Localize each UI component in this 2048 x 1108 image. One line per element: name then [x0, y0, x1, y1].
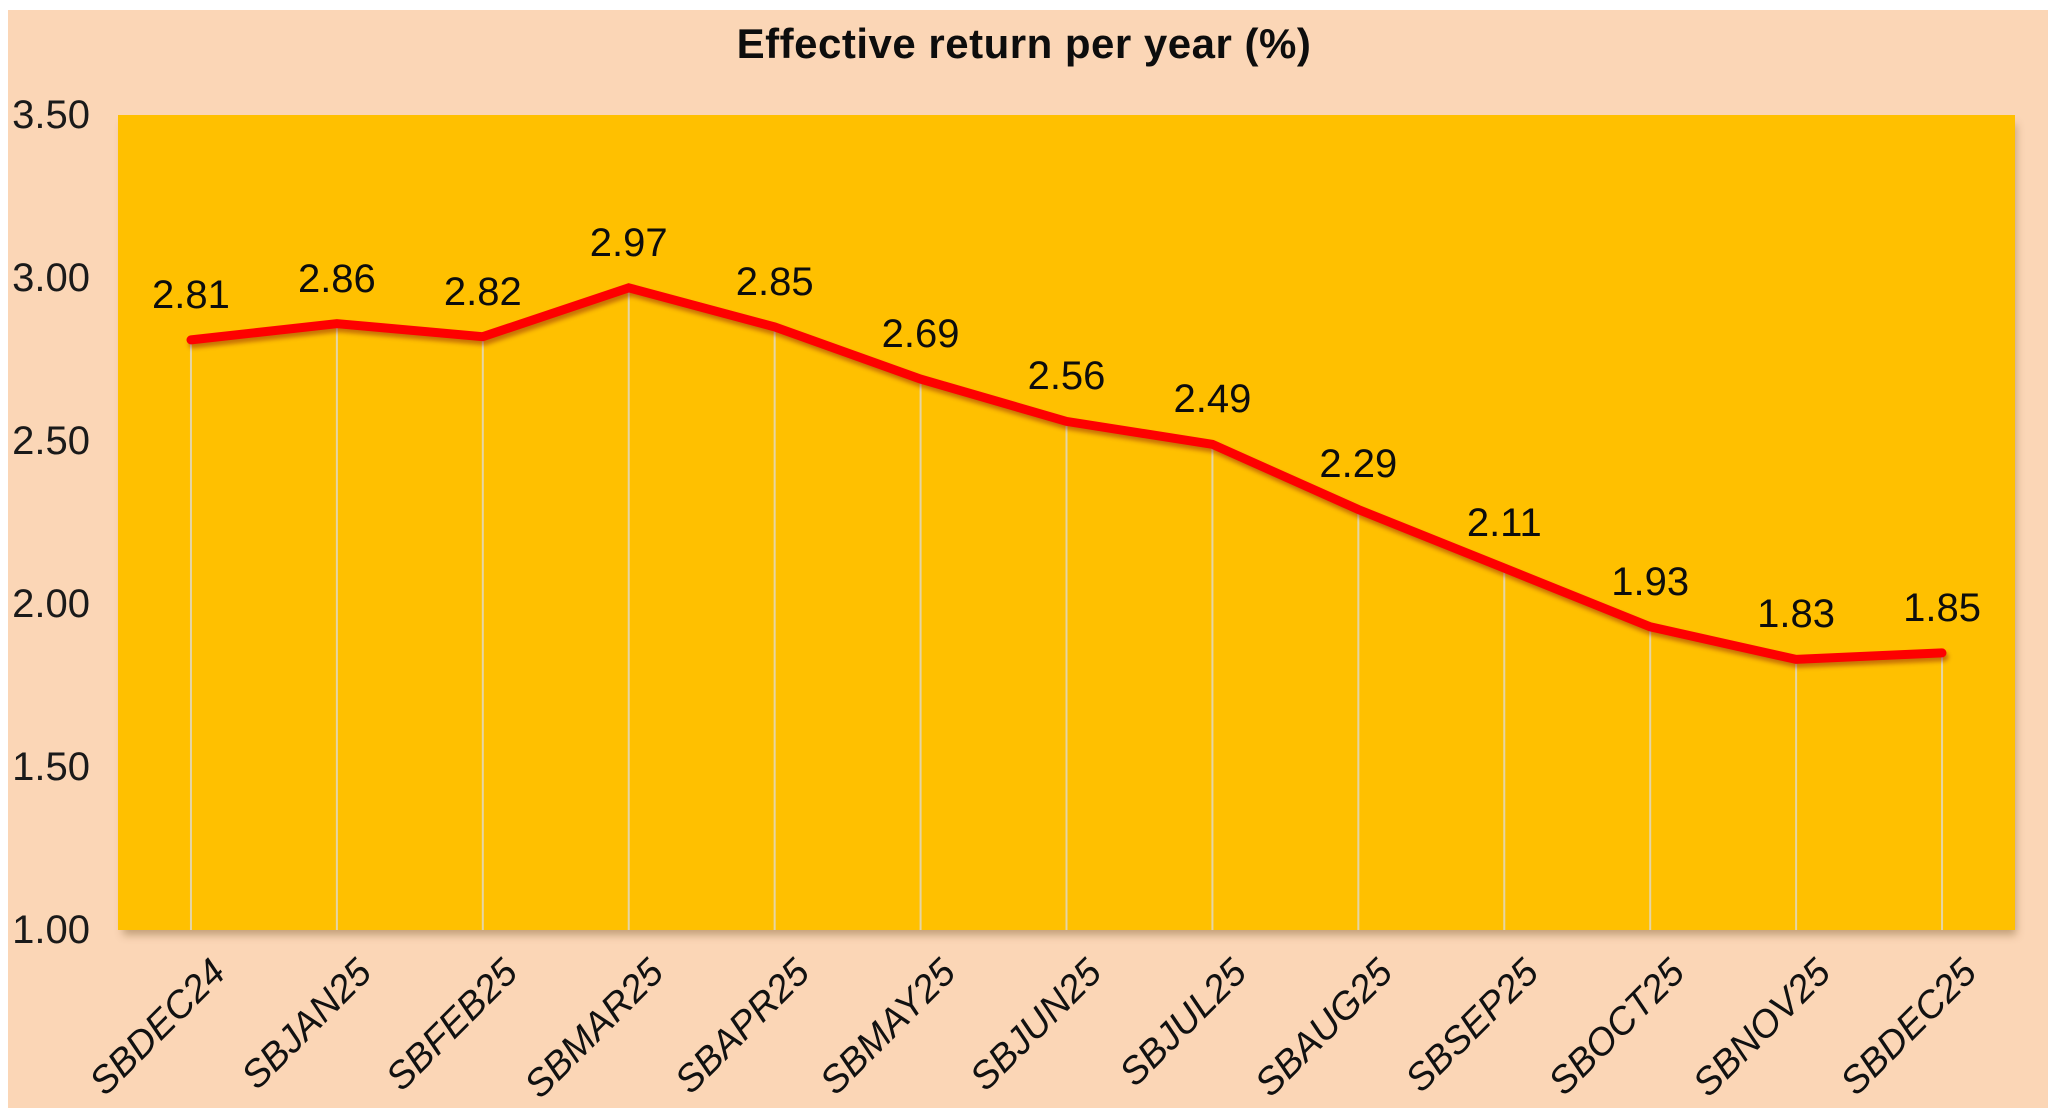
data-label: 2.11: [1466, 501, 1542, 546]
y-axis-label: 1.50: [12, 745, 90, 789]
data-label: 2.97: [589, 220, 668, 265]
y-axis-label: 2.50: [12, 419, 90, 463]
y-axis-label: 2.00: [12, 582, 90, 626]
data-label: 2.82: [443, 269, 522, 314]
data-label: 1.93: [1611, 559, 1690, 604]
data-label: 2.29: [1319, 442, 1398, 487]
y-axis-label: 1.00: [12, 908, 90, 952]
series-svg: [186, 283, 1947, 930]
data-label: 2.56: [1027, 354, 1106, 399]
data-label: 2.69: [881, 312, 960, 357]
data-label: 2.49: [1173, 377, 1252, 422]
data-label: 2.81: [152, 272, 230, 317]
plot-area: [118, 115, 2015, 930]
data-label: 2.86: [297, 256, 376, 301]
series-line: [186, 283, 1947, 664]
data-label: 1.83: [1757, 592, 1836, 637]
chart-title: Effective return per year (%): [736, 20, 1312, 67]
data-label: 2.85: [735, 259, 814, 304]
y-axis-label: 3.50: [12, 93, 90, 137]
y-axis-label: 3.00: [12, 256, 90, 300]
data-label: 1.85: [1903, 585, 1981, 630]
